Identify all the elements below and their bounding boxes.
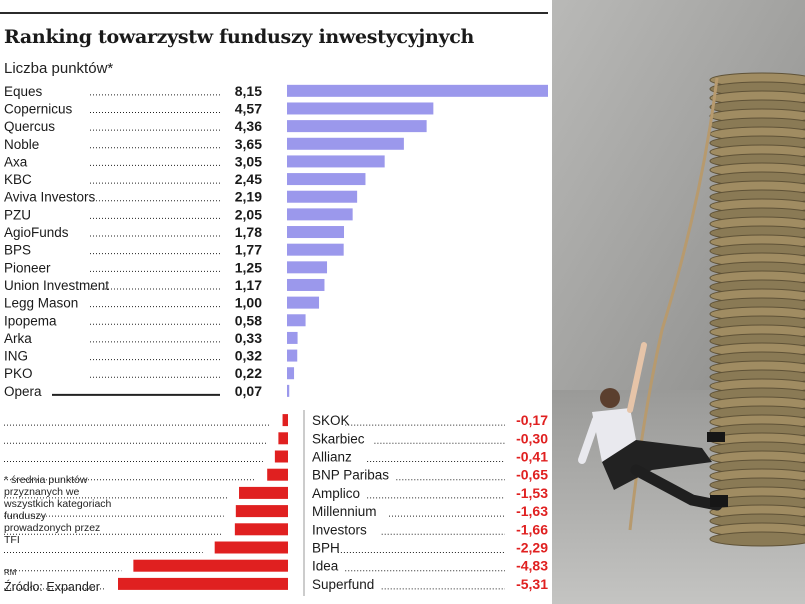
bar-negative — [234, 523, 288, 536]
category-label: SKOK — [312, 413, 350, 428]
category-label: Quercus — [4, 119, 55, 134]
category-label: Axa — [4, 154, 28, 169]
value-label: -5,31 — [516, 576, 548, 592]
bar-negative — [274, 450, 288, 463]
value-label: 0,22 — [235, 365, 262, 381]
bar-negative — [239, 486, 288, 499]
value-label: -0,41 — [516, 449, 548, 465]
category-label: Legg Mason — [4, 296, 78, 311]
bar-positive — [287, 190, 358, 203]
value-label: 1,25 — [235, 259, 262, 275]
bar-positive — [287, 226, 345, 239]
value-label: 1,78 — [235, 224, 262, 240]
value-label: 4,57 — [235, 100, 262, 116]
category-label: Aviva Investors — [4, 190, 96, 205]
bar-positive — [287, 349, 298, 362]
category-label: Amplico — [312, 486, 360, 501]
bar-positive — [287, 367, 295, 380]
bar-chart: Eques 8,15 Copernicus 4,57 Quercus 4,36 Noble 3… — [4, 83, 548, 596]
coin-stack — [709, 72, 805, 547]
bar-negative — [235, 505, 288, 518]
value-label: -0,17 — [516, 412, 548, 428]
bar-negative — [133, 559, 288, 572]
coin — [709, 531, 805, 547]
value-label: -0,30 — [516, 430, 548, 446]
bar-positive — [287, 278, 325, 291]
bar-negative — [282, 414, 288, 427]
value-label: 0,58 — [235, 312, 262, 328]
bar-negative — [118, 577, 288, 590]
bar-positive — [287, 243, 344, 256]
value-label: 3,65 — [235, 136, 262, 152]
bar-negative — [214, 541, 288, 554]
chart-title: Ranking towarzystw funduszy inwestycyjny… — [4, 26, 474, 48]
bar-positive — [287, 208, 353, 221]
category-label: Idea — [312, 559, 339, 574]
rm-mark: RM — [4, 568, 17, 577]
bar-positive — [287, 314, 306, 327]
man-climbing-rope-coin-stack-icon — [578, 72, 805, 547]
value-label: -2,29 — [516, 540, 548, 556]
category-label: ING — [4, 349, 28, 364]
category-label: Ipopema — [4, 313, 57, 328]
value-label: 2,45 — [235, 171, 262, 187]
top-rule — [0, 12, 548, 14]
source-note: Źródło: Expander — [4, 580, 100, 594]
value-label: 4,36 — [235, 118, 262, 134]
category-label: Superfund — [312, 577, 374, 592]
value-label: 1,17 — [235, 277, 262, 293]
bar-positive — [287, 120, 427, 133]
value-label: 8,15 — [235, 83, 262, 99]
bar-positive — [287, 296, 320, 309]
category-label: KBC — [4, 172, 32, 187]
value-label: -0,65 — [516, 467, 548, 483]
value-label: -1,53 — [516, 485, 548, 501]
category-label: Allianz — [312, 450, 352, 465]
category-label: Noble — [4, 137, 39, 152]
category-label: Copernicus — [4, 101, 73, 116]
value-label: 0,33 — [235, 330, 262, 346]
category-label: Investors — [312, 522, 367, 537]
category-label: Pioneer — [4, 260, 51, 275]
value-label: -1,63 — [516, 503, 548, 519]
value-label: 2,19 — [235, 189, 262, 205]
value-label: -4,83 — [516, 558, 548, 574]
bar-positive — [287, 84, 548, 97]
bar-positive — [287, 155, 385, 168]
bar-positive — [287, 102, 434, 115]
bar-positive — [287, 331, 298, 344]
category-label: BPS — [4, 243, 31, 258]
chart-panel: Ranking towarzystw funduszy inwestycyjny… — [0, 12, 549, 596]
climbing-man — [578, 342, 728, 511]
value-label: 0,07 — [235, 383, 262, 399]
photo-man-climbing-coins — [552, 0, 805, 604]
value-label: 0,32 — [235, 348, 262, 364]
value-label: 3,05 — [235, 153, 262, 169]
category-label: Skarbiec — [312, 431, 365, 446]
value-label: 1,77 — [235, 242, 262, 258]
value-label: 1,00 — [235, 295, 262, 311]
bar-positive — [287, 384, 290, 397]
category-label: BPH — [312, 541, 340, 556]
chart-subtitle: Liczba punktów* — [4, 60, 114, 77]
category-label: Eques — [4, 84, 43, 99]
category-label: AgioFunds — [4, 225, 69, 240]
value-label: 2,05 — [235, 206, 262, 222]
category-label: BNP Paribas — [312, 468, 389, 483]
bar-positive — [287, 137, 404, 150]
footnote: * średnia punktów przyznanych we wszystk… — [4, 474, 112, 546]
value-label: -1,66 — [516, 521, 548, 537]
bar-positive — [287, 173, 366, 186]
bar-negative — [267, 468, 288, 481]
category-label: Arka — [4, 331, 32, 346]
bar-positive — [287, 261, 328, 274]
category-label: PKO — [4, 366, 33, 381]
category-label: Millennium — [312, 504, 377, 519]
category-label: Union Investment — [4, 278, 109, 293]
category-label: Opera — [4, 384, 42, 399]
category-label: PZU — [4, 207, 31, 222]
bar-negative — [278, 432, 288, 445]
